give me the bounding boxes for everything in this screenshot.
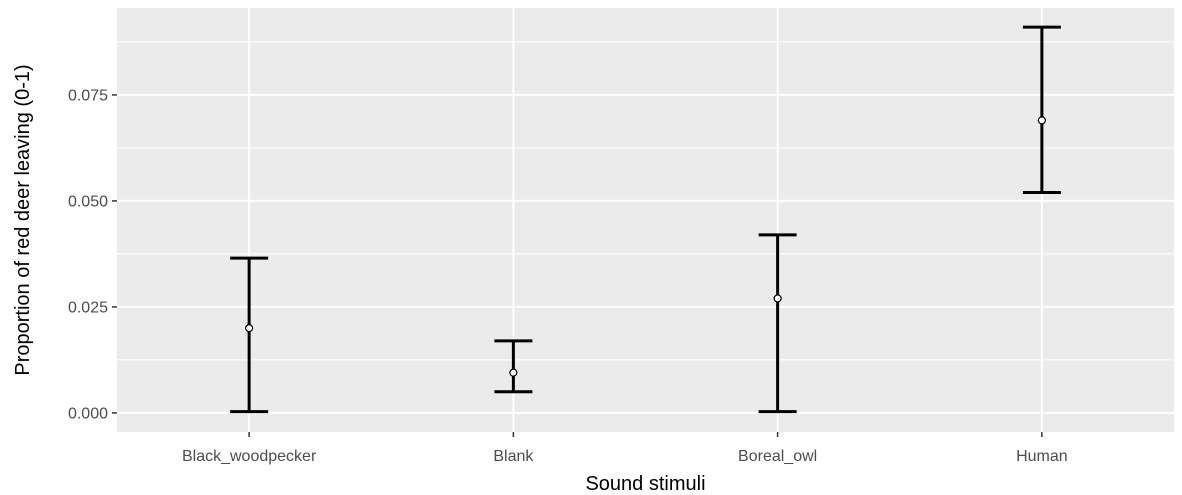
x-axis-title: Sound stimuli: [585, 473, 705, 495]
data-point: [1037, 116, 1046, 125]
y-tick-label: 0.000: [68, 405, 108, 422]
y-tick-label: 0.025: [68, 299, 108, 316]
y-tick-label: 0.050: [68, 193, 108, 210]
errorbar: [494, 339, 533, 394]
x-tick-label: Human: [1016, 448, 1068, 465]
data-point: [245, 324, 254, 333]
errorbar: [1022, 25, 1061, 194]
grid-minor: [117, 41, 1174, 361]
y-axis: 0.000 0.025 0.050 0.075: [68, 87, 117, 422]
data-point: [773, 294, 782, 303]
errorbars: [230, 25, 1061, 414]
x-tick-label: Boreal_owl: [738, 448, 817, 465]
x-axis: Black_woodpecker Blank Boreal_owl Human: [182, 432, 1068, 465]
y-tick-label: 0.075: [68, 87, 108, 104]
x-tick-label: Black_woodpecker: [182, 448, 317, 465]
data-point: [509, 368, 518, 377]
plot-panel: [117, 8, 1174, 432]
points: [245, 116, 1046, 377]
errorbar: [230, 256, 269, 414]
errorbar: [758, 233, 797, 414]
x-tick-label: Blank: [493, 448, 534, 465]
y-axis-title: Proportion of red deer leaving (0-1): [12, 64, 34, 375]
